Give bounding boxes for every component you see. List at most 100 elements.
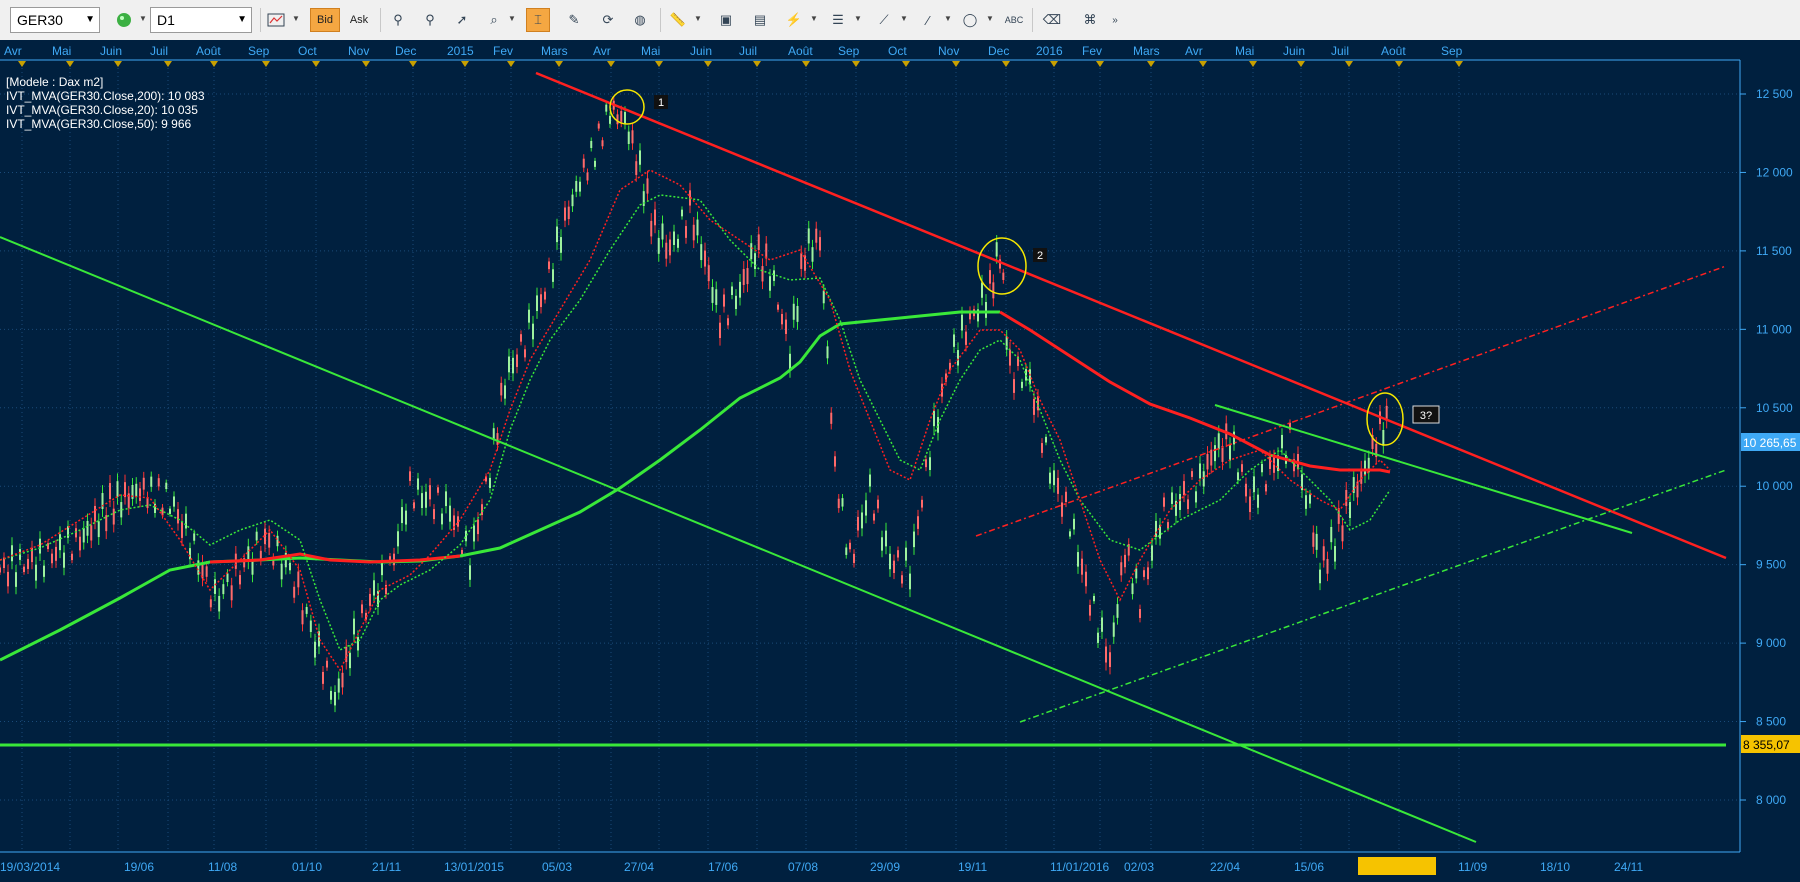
candle-body xyxy=(489,477,491,488)
web-icon[interactable]: ◍ xyxy=(634,12,646,27)
globe-icon[interactable] xyxy=(112,8,136,32)
top-axis-label: Sep xyxy=(838,44,860,58)
candle-body xyxy=(508,356,510,373)
ask-button[interactable]: Ask xyxy=(344,8,374,32)
top-axis-tick xyxy=(312,61,320,67)
long-support-trendline xyxy=(0,236,1477,843)
candle-body xyxy=(218,595,221,612)
candle-body xyxy=(337,678,340,693)
candle-body xyxy=(1109,652,1111,668)
candle-body xyxy=(417,478,419,490)
chevron-down-icon[interactable]: ▼ xyxy=(292,14,300,23)
chevron-down-icon[interactable]: ▼ xyxy=(139,14,147,23)
ellipse-icon[interactable]: ◯ xyxy=(962,12,978,27)
chart-type-icon[interactable] xyxy=(264,8,288,32)
candle-body xyxy=(909,573,911,590)
candle-body xyxy=(1277,455,1279,472)
candle-body xyxy=(1364,460,1366,476)
trendline-icon[interactable]: ⁄ xyxy=(926,12,930,28)
fan-icon[interactable]: ⟋ xyxy=(879,12,889,27)
zoom-in-icon[interactable]: ⚲ xyxy=(393,12,403,27)
top-axis-tick xyxy=(507,61,515,67)
candle-body xyxy=(27,558,29,569)
text-icon[interactable]: ABC xyxy=(1004,15,1024,25)
chevron-down-icon[interactable]: ▼ xyxy=(810,14,818,23)
bottom-axis-label: 01/10 xyxy=(292,860,322,874)
timeframe-select[interactable]: D1 ▼ xyxy=(150,7,252,33)
top-axis-tick xyxy=(1096,61,1104,67)
top-axis-tick xyxy=(1050,61,1058,67)
zoom-out-icon[interactable]: ⚲ xyxy=(425,12,435,27)
candle-body xyxy=(369,593,371,606)
candle-body xyxy=(441,513,443,525)
crosshair-icon[interactable]: ⌶ xyxy=(526,8,550,32)
toolbar: GER30 ▼ ▼ D1 ▼ ▼ Bid Ask ⚲ ⚲ ➚ ⌕ ▼ ⌶ ✎ ⟳… xyxy=(0,0,1800,41)
candle-body xyxy=(161,507,164,515)
candle-body xyxy=(1069,531,1071,537)
chevron-down-icon[interactable]: ▼ xyxy=(508,14,516,23)
ma200-line-red xyxy=(999,310,1391,474)
candle-body xyxy=(556,226,558,243)
top-axis-tick xyxy=(1249,61,1257,67)
chevron-down-icon: ▼ xyxy=(85,14,95,25)
top-axis-label: Nov xyxy=(348,44,369,58)
lines-icon[interactable]: ☰ xyxy=(832,12,844,27)
candle-body xyxy=(39,538,41,554)
chevron-down-icon[interactable]: ▼ xyxy=(694,14,702,23)
candle-body xyxy=(796,305,799,322)
objects-icon[interactable]: ⌘ xyxy=(1083,12,1097,27)
top-axis-tick xyxy=(704,61,712,67)
candle-body xyxy=(7,571,9,587)
candle-body xyxy=(548,261,550,270)
candle-body xyxy=(711,287,714,303)
price-chart[interactable]: Avr Mai Juin Juil Août Sep Oct Nov Dec 2015 Fev Mar… xyxy=(0,40,1800,882)
candle-body xyxy=(1289,422,1291,430)
candle-body xyxy=(1253,476,1255,493)
top-axis-label: Sep xyxy=(1441,44,1463,58)
candle-body xyxy=(707,265,710,282)
bottom-axis-label: 13/01/2015 xyxy=(444,860,504,874)
candle-body xyxy=(481,504,483,516)
cursor-icon[interactable]: ➚ xyxy=(456,12,468,27)
indicator-icon[interactable]: ⚡ xyxy=(785,12,803,27)
candle-body xyxy=(1257,494,1259,508)
chevron-down-icon[interactable]: ▼ xyxy=(900,14,908,23)
top-axis-label: Mai xyxy=(641,44,660,58)
candle-body xyxy=(31,547,33,563)
candle-body xyxy=(781,313,783,325)
candle-body xyxy=(97,521,100,538)
eraser-icon[interactable]: ⌫ xyxy=(1042,12,1062,27)
symbol-select[interactable]: GER30 ▼ xyxy=(10,7,100,33)
top-axis-tick xyxy=(753,61,761,67)
top-axis-tick xyxy=(409,61,417,67)
candle-body xyxy=(524,349,526,358)
chevron-down-icon[interactable]: ▼ xyxy=(986,14,994,23)
template-icon[interactable]: ▤ xyxy=(753,12,767,27)
marker-2[interactable]: 2 xyxy=(977,237,1047,295)
current-price-tag: 10 265,65 xyxy=(1741,433,1800,451)
ruler-icon[interactable]: 📏 xyxy=(669,12,687,27)
chevron-down-icon[interactable]: ▼ xyxy=(854,14,862,23)
candle-body xyxy=(815,228,818,243)
candle-body xyxy=(1049,472,1051,484)
candle-body xyxy=(715,289,718,305)
bid-button[interactable]: Bid xyxy=(310,8,340,32)
refresh-icon[interactable]: ⟳ xyxy=(602,12,614,27)
overflow-icon[interactable]: » xyxy=(1112,14,1118,26)
candle-body xyxy=(757,234,760,251)
top-axis-tick xyxy=(1395,61,1403,67)
bottom-axis-label: 18/10 xyxy=(1540,860,1570,874)
candle-body xyxy=(639,150,641,165)
candle-body xyxy=(1045,436,1047,443)
resistance-trendline xyxy=(535,71,1727,560)
marker-3[interactable]: 3? xyxy=(1366,392,1440,446)
picture-icon[interactable]: ▣ xyxy=(719,12,733,27)
zoom-area-icon[interactable]: ⌕ xyxy=(490,12,498,27)
top-axis-tick xyxy=(210,61,218,67)
candle-body xyxy=(901,575,903,584)
edit-icon[interactable]: ✎ xyxy=(568,12,580,27)
chevron-down-icon[interactable]: ▼ xyxy=(944,14,952,23)
candle-body xyxy=(353,618,355,635)
marker-1[interactable]: 1 xyxy=(609,89,668,125)
candle-body xyxy=(560,237,562,253)
